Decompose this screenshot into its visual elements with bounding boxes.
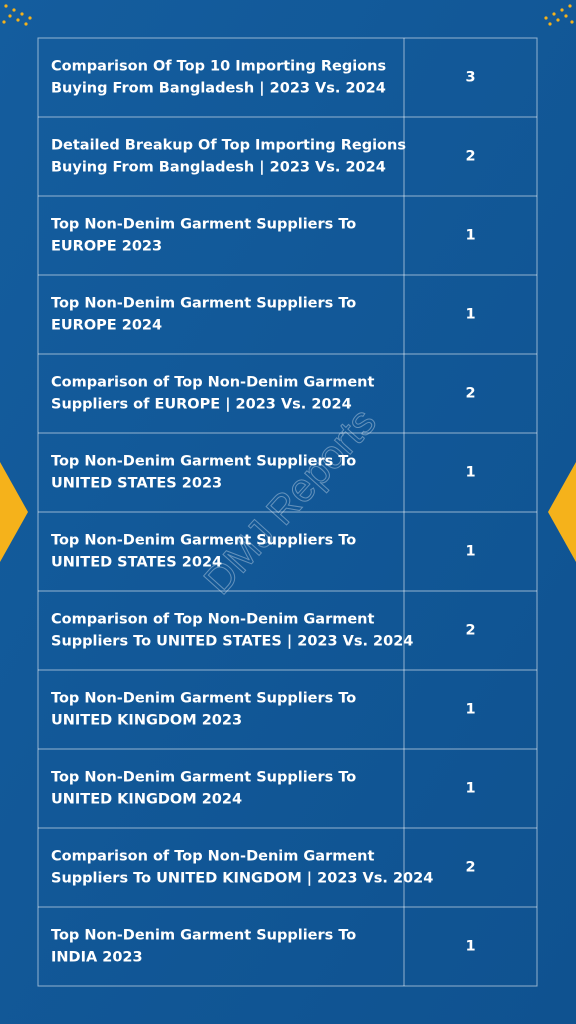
row-title: INDIA 2023 (51, 950, 143, 966)
row-count: 1 (465, 781, 475, 797)
row-count: 2 (465, 860, 475, 876)
row-count: 1 (465, 544, 475, 560)
row-title: Top Non-Denim Garment Suppliers To (51, 770, 356, 786)
row-count: 2 (465, 623, 475, 639)
row-title: Suppliers To UNITED STATES | 2023 Vs. 20… (51, 634, 413, 650)
corner-dots (2, 4, 574, 26)
row-title: EUROPE 2023 (51, 239, 162, 255)
row-title: EUROPE 2024 (51, 318, 162, 334)
row-title: Comparison of Top Non-Denim Garment (51, 849, 374, 865)
row-title: UNITED KINGDOM 2023 (51, 713, 242, 729)
table: Comparison Of Top 10 Importing Regions Bu… (37, 37, 538, 987)
row-count: 1 (465, 702, 475, 718)
row-title: Top Non-Denim Garment Suppliers To (51, 454, 356, 470)
row-title: Comparison of Top Non-Denim Garment (51, 375, 374, 391)
row-count: 1 (465, 465, 475, 481)
row-title: Buying From Bangladesh | 2023 Vs. 2024 (51, 160, 386, 176)
row-title: Top Non-Denim Garment Suppliers To (51, 217, 356, 233)
row-count: 1 (465, 228, 475, 244)
row-title: Top Non-Denim Garment Suppliers To (51, 533, 356, 549)
row-count: 3 (465, 70, 475, 86)
row-title: Buying From Bangladesh | 2023 Vs. 2024 (51, 81, 386, 97)
row-title: UNITED STATES 2023 (51, 476, 222, 492)
row-count: 1 (465, 939, 475, 955)
row-title: Top Non-Denim Garment Suppliers To (51, 691, 356, 707)
row-title: UNITED STATES 2024 (51, 555, 222, 571)
row-title: Comparison Of Top 10 Importing Regions (51, 59, 386, 75)
row-title: Comparison of Top Non-Denim Garment (51, 612, 374, 628)
right-arrow (548, 462, 576, 562)
row-title: Top Non-Denim Garment Suppliers To (51, 928, 356, 944)
left-arrow (0, 462, 28, 562)
row-title: Suppliers To UNITED KINGDOM | 2023 Vs. 2… (51, 871, 433, 887)
row-title: Detailed Breakup Of Top Importing Region… (51, 138, 406, 154)
row-count: 2 (465, 149, 475, 165)
row-count: 1 (465, 307, 475, 323)
row-title: UNITED KINGDOM 2024 (51, 792, 242, 808)
row-title: Suppliers of EUROPE | 2023 Vs. 2024 (51, 397, 352, 413)
row-count: 2 (465, 386, 475, 402)
row-title: Top Non-Denim Garment Suppliers To (51, 296, 356, 312)
